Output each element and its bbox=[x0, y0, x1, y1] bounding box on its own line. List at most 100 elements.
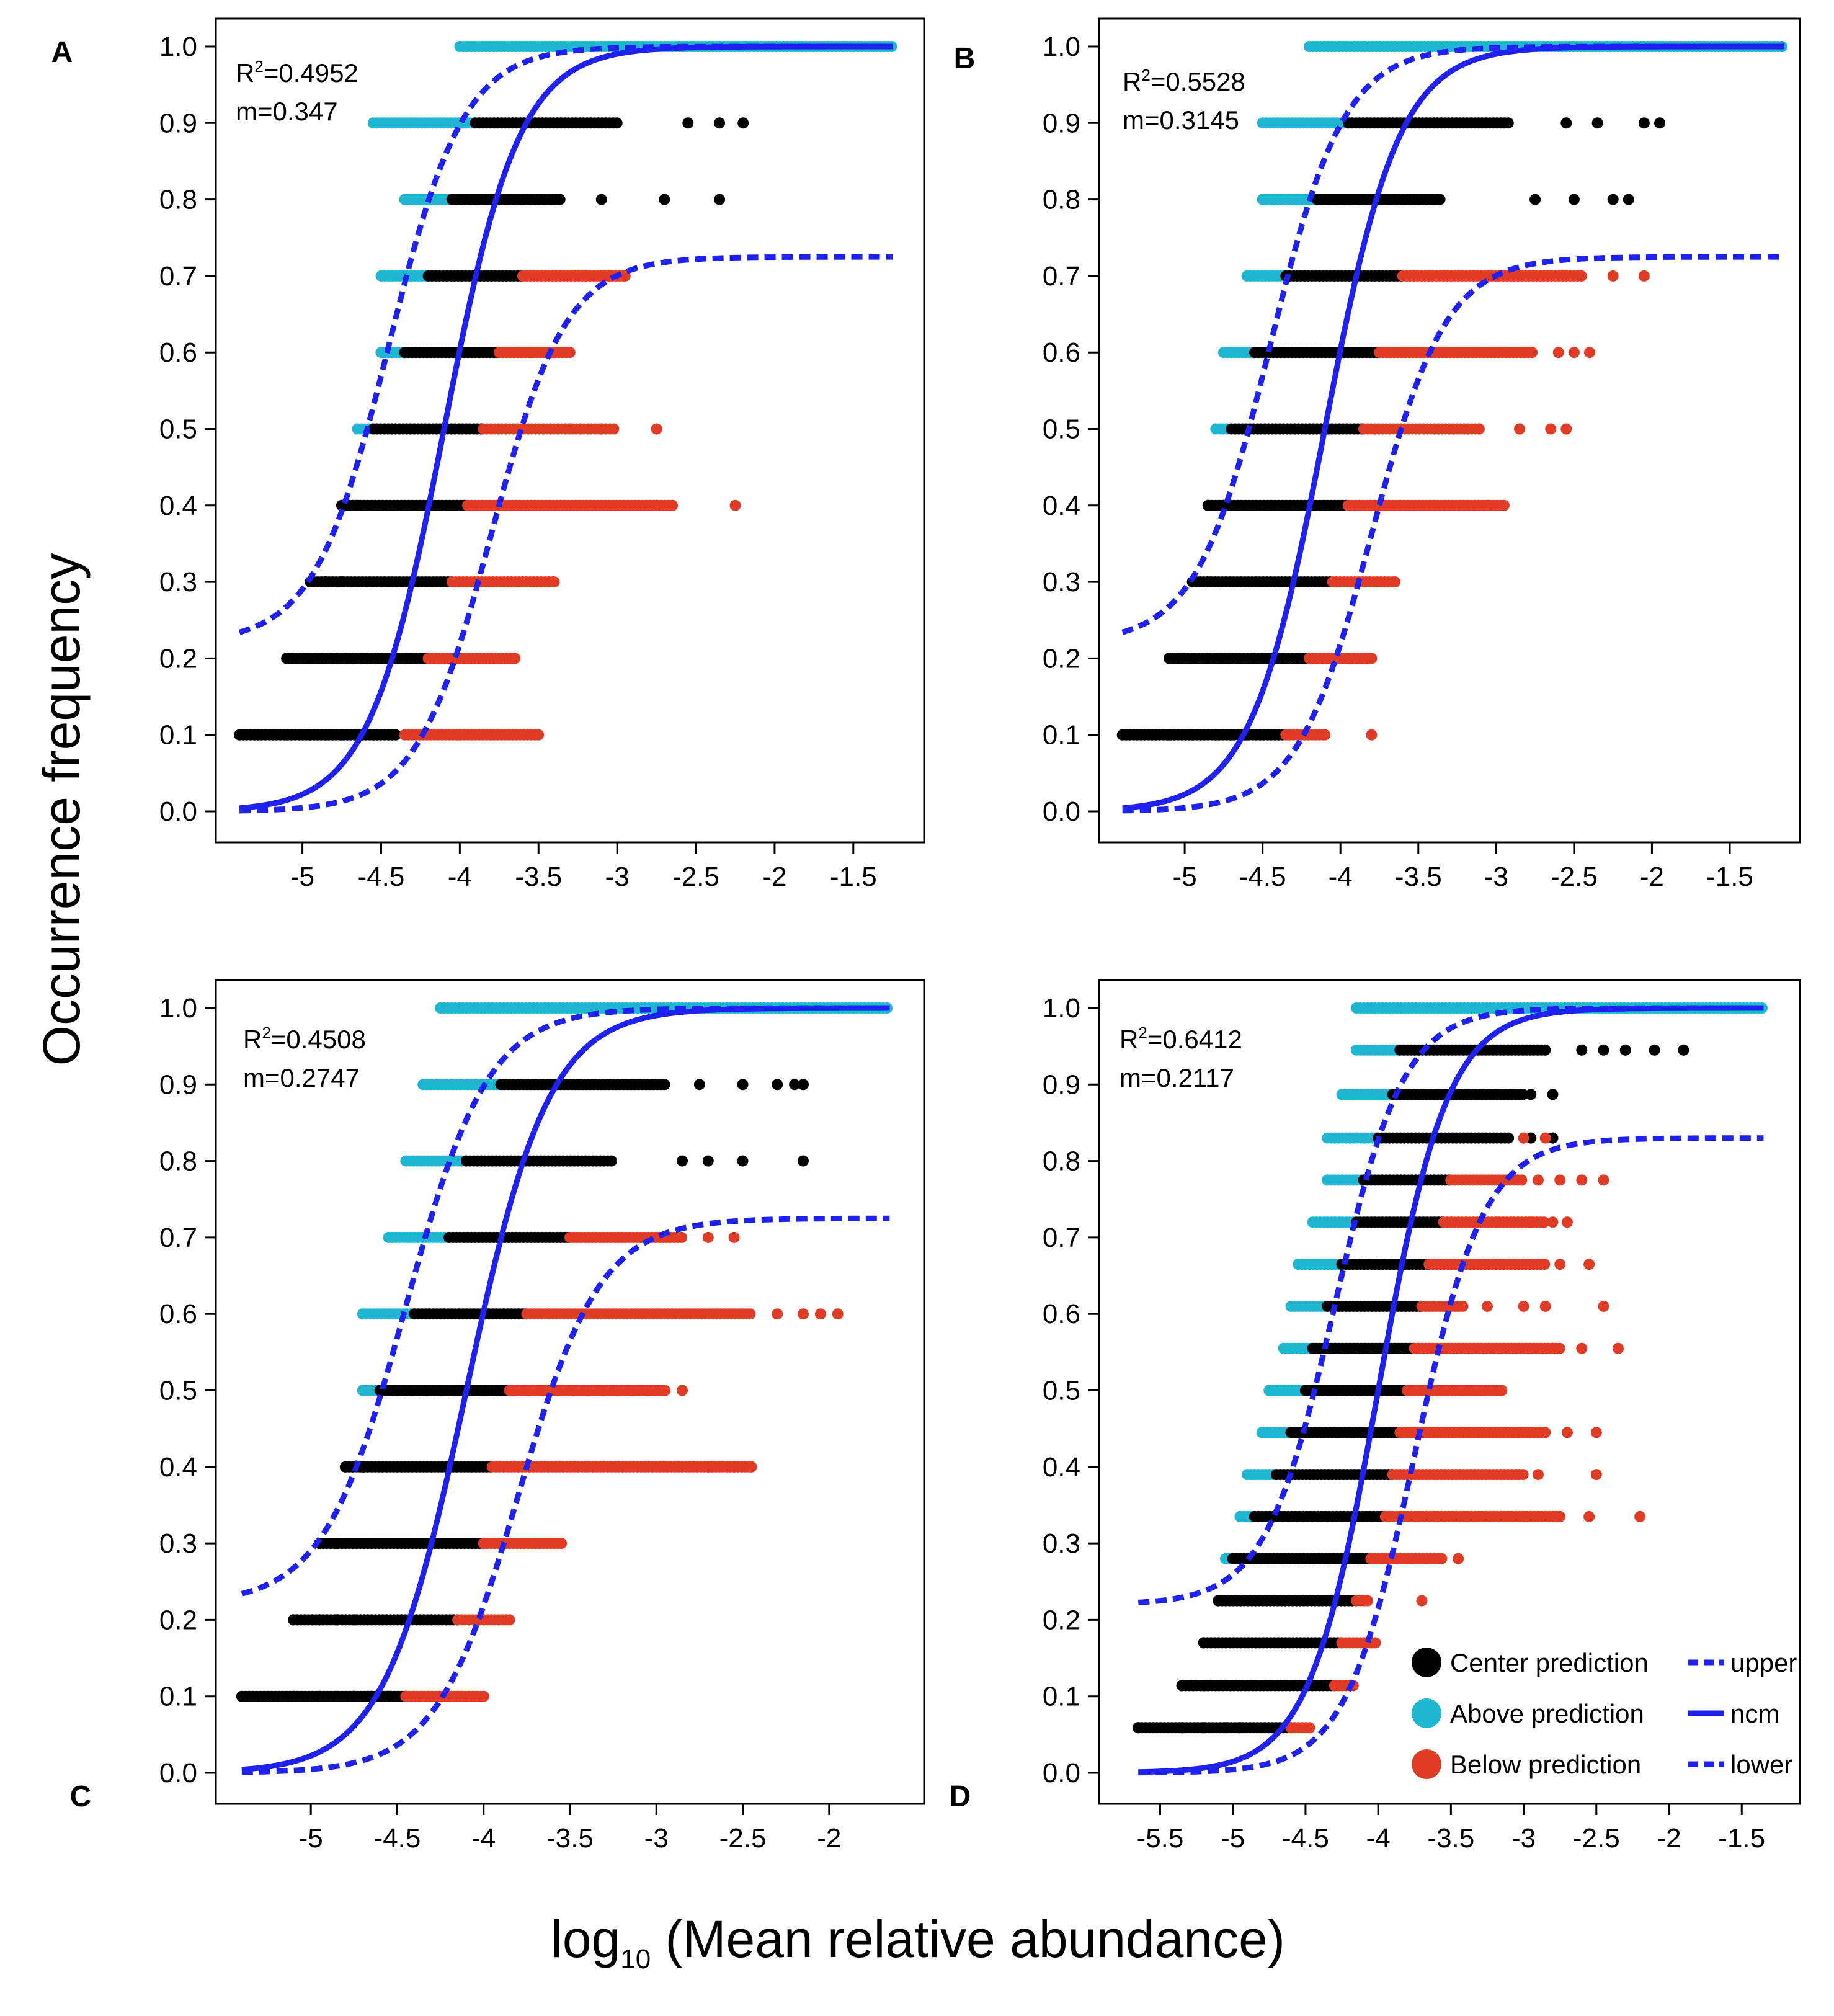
r2-annotation: R2=0.4952 bbox=[236, 57, 358, 87]
y-tick-label: 0.7 bbox=[1043, 1223, 1080, 1253]
lower-curve bbox=[239, 254, 893, 814]
x-tick-label: -3.5 bbox=[515, 862, 562, 892]
below-point bbox=[798, 1308, 809, 1320]
below-point bbox=[728, 1461, 740, 1473]
center-point bbox=[281, 653, 293, 664]
center-point bbox=[288, 1690, 300, 1702]
x-axis-label-suffix: (Mean relative abundance) bbox=[651, 1910, 1285, 1968]
center-point bbox=[1503, 1132, 1515, 1144]
center-point bbox=[595, 194, 607, 205]
center-point bbox=[1434, 194, 1446, 205]
y-tick-label: 0.4 bbox=[1043, 491, 1080, 521]
y-tick-label: 0.2 bbox=[159, 1605, 197, 1635]
center-point bbox=[331, 1538, 342, 1550]
r2-base: R bbox=[1123, 67, 1141, 96]
center-point bbox=[339, 1461, 351, 1473]
below-point bbox=[728, 1231, 740, 1243]
below-point bbox=[1547, 1216, 1559, 1228]
center-point bbox=[1234, 1722, 1246, 1734]
below-point bbox=[1533, 1427, 1544, 1438]
below-point bbox=[651, 499, 662, 511]
center-point bbox=[1638, 117, 1650, 129]
center-point bbox=[737, 1155, 749, 1167]
below-point bbox=[1518, 1132, 1529, 1144]
below-point bbox=[564, 347, 576, 359]
center-point bbox=[1186, 653, 1198, 664]
legend-above-label: Above prediction bbox=[1450, 1699, 1644, 1728]
y-tick-label: 0.5 bbox=[1043, 414, 1080, 445]
x-tick-label: -5 bbox=[299, 1823, 323, 1853]
x-tick-label: -4.5 bbox=[1239, 862, 1286, 892]
plot-frame bbox=[1098, 979, 1801, 1805]
below-point bbox=[1561, 1427, 1573, 1438]
y-tick-label: 1.0 bbox=[159, 993, 197, 1024]
y-tick-label: 0.1 bbox=[1043, 720, 1080, 751]
r2-value: =0.4508 bbox=[271, 1025, 366, 1054]
below-point bbox=[478, 1690, 489, 1702]
y-tick-label: 0.9 bbox=[159, 108, 197, 138]
m-annotation: m=0.2747 bbox=[243, 1063, 360, 1092]
x-tick-label: -2.5 bbox=[719, 1823, 767, 1853]
center-point bbox=[1560, 117, 1572, 129]
below-point bbox=[1607, 270, 1619, 282]
below-point bbox=[1583, 1510, 1595, 1522]
y-tick-label: 0.0 bbox=[1043, 796, 1080, 827]
y-tick-label: 0.2 bbox=[1043, 643, 1080, 674]
center-point bbox=[288, 1614, 300, 1626]
y-tick-label: 0.1 bbox=[159, 720, 197, 751]
legend-center-label: Center prediction bbox=[1450, 1648, 1649, 1677]
below-point bbox=[1474, 1385, 1486, 1396]
center-point bbox=[798, 1155, 809, 1167]
y-tick-label: 0.6 bbox=[159, 337, 197, 368]
x-axis-label-sub: 10 bbox=[620, 1944, 651, 1974]
panel-letter: B bbox=[954, 42, 976, 75]
x-tick-label: -4 bbox=[1366, 1823, 1391, 1853]
center-point bbox=[677, 1155, 688, 1167]
y-tick-label: 0.6 bbox=[1043, 1299, 1080, 1329]
below-point bbox=[744, 1308, 756, 1320]
below-point bbox=[1516, 1174, 1528, 1186]
center-point bbox=[1654, 117, 1665, 129]
center-point bbox=[1547, 1089, 1559, 1100]
center-point bbox=[1176, 1722, 1188, 1734]
r2-sup: 2 bbox=[1141, 66, 1150, 84]
center-point bbox=[336, 729, 347, 741]
center-point bbox=[611, 117, 623, 129]
below-point bbox=[1539, 1259, 1551, 1270]
below-point bbox=[1453, 1553, 1464, 1564]
r2-sup: 2 bbox=[254, 57, 263, 76]
center-point bbox=[383, 1690, 394, 1702]
below-point bbox=[1514, 423, 1525, 435]
center-point bbox=[1576, 1044, 1588, 1056]
x-tick-label: -4.5 bbox=[374, 1823, 421, 1853]
below-point bbox=[677, 1385, 688, 1396]
center-point bbox=[320, 729, 332, 741]
x-tick-label: -3 bbox=[1511, 1823, 1536, 1853]
below-point bbox=[1590, 1469, 1602, 1481]
y-tick-label: 0.9 bbox=[1043, 108, 1080, 138]
x-tick-label: -4.5 bbox=[358, 862, 405, 892]
below-point bbox=[633, 1385, 645, 1396]
center-point bbox=[1568, 194, 1580, 205]
below-point bbox=[1561, 1216, 1573, 1228]
below-point bbox=[1552, 347, 1564, 359]
center-point bbox=[331, 1690, 342, 1702]
below-point bbox=[1342, 653, 1354, 664]
y-tick-label: 0.8 bbox=[159, 1146, 197, 1177]
below-point bbox=[746, 1461, 757, 1473]
center-point bbox=[1619, 1044, 1631, 1056]
center-point bbox=[789, 1079, 801, 1091]
center-point bbox=[281, 729, 293, 741]
center-point bbox=[1213, 1595, 1224, 1607]
center-point bbox=[1220, 1722, 1231, 1734]
center-point bbox=[352, 499, 363, 511]
center-point bbox=[659, 1079, 670, 1091]
y-tick-label: 1.0 bbox=[1043, 993, 1080, 1024]
y-tick-label: 0.7 bbox=[159, 261, 197, 292]
center-point bbox=[1198, 1637, 1209, 1649]
center-point bbox=[320, 576, 332, 588]
center-point bbox=[1226, 653, 1237, 664]
points-layer bbox=[1133, 1002, 1768, 1734]
below-point bbox=[772, 1308, 783, 1320]
points-layer bbox=[234, 41, 897, 741]
